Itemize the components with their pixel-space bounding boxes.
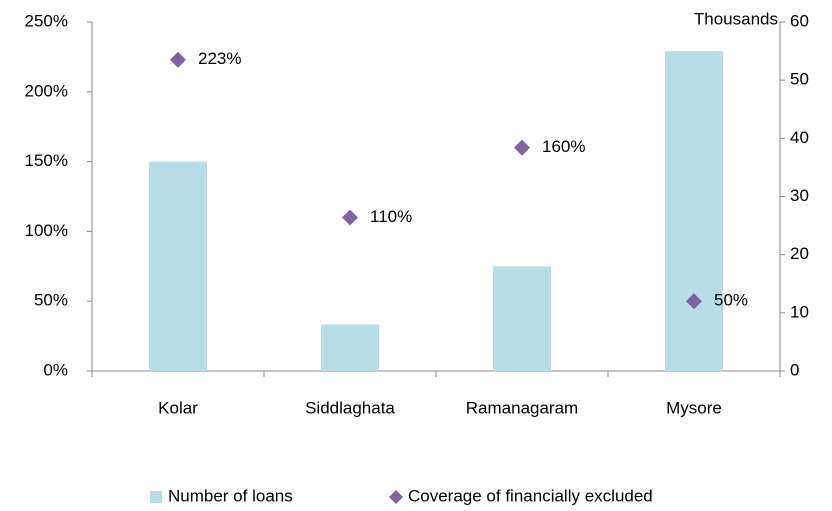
y2-tick-label: 40 [790, 128, 809, 147]
x-tick-label: Siddlaghata [305, 398, 395, 417]
y-tick-label: 0% [43, 360, 68, 379]
y2-axis-title: Thousands [694, 9, 778, 28]
y-tick-label: 100% [25, 221, 68, 240]
y2-tick-label: 50 [790, 70, 809, 89]
legend-swatch [389, 490, 403, 504]
legend-label: Coverage of financially excluded [408, 486, 653, 505]
data-label: 50% [714, 291, 748, 310]
legend-label: Number of loans [168, 486, 293, 505]
data-label: 223% [198, 49, 241, 68]
diamond-marker [514, 139, 530, 156]
data-label: 110% [370, 207, 412, 226]
y2-tick-label: 10 [790, 302, 809, 321]
y-tick-label: 200% [25, 81, 68, 100]
y2-tick-label: 20 [790, 244, 809, 263]
bar [149, 161, 207, 371]
x-tick-label: Mysore [666, 398, 722, 417]
diamond-marker [342, 209, 358, 226]
y2-tick-label: 60 [790, 11, 809, 30]
y2-tick-label: 30 [790, 186, 809, 205]
x-tick-label: Kolar [158, 398, 198, 417]
legend-swatch [150, 491, 162, 503]
y-tick-label: 50% [34, 291, 68, 310]
diamond-marker [170, 51, 186, 68]
diamond-marker [686, 293, 702, 310]
bar [493, 266, 551, 371]
y2-tick-label: 0 [790, 360, 799, 379]
data-label: 160% [542, 137, 585, 156]
y-tick-label: 250% [25, 11, 68, 30]
x-tick-label: Ramanagaram [466, 398, 578, 417]
bar [321, 324, 379, 371]
y-tick-label: 150% [25, 151, 68, 170]
bar [665, 51, 723, 371]
